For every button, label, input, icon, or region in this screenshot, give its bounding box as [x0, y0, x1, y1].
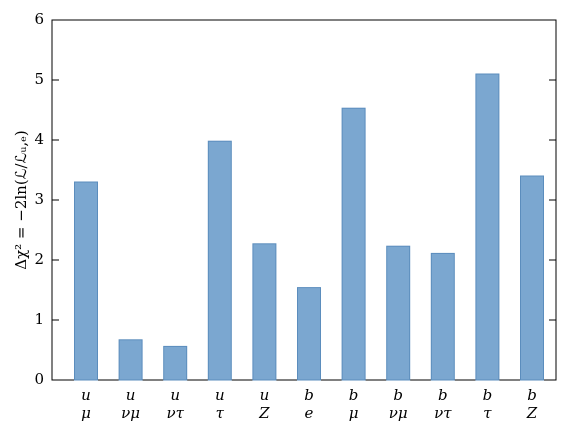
y-axis-label: Δχ² = −2ln(ℒ/ℒᵤ,ₑ): [12, 130, 30, 270]
bar: [520, 175, 544, 381]
bar: [207, 140, 232, 381]
x-tick-label-bottom: μ: [349, 404, 359, 422]
x-tick-label-bottom: Z: [258, 404, 270, 422]
bar: [341, 107, 366, 381]
x-tick-label-top: b: [304, 386, 314, 404]
bar: [74, 181, 98, 381]
x-tick-label-top: b: [393, 386, 403, 404]
y-tick-label: 5: [34, 70, 44, 88]
x-tick-label-top: u: [81, 386, 91, 404]
x-tick-label-bottom: νμ: [121, 404, 140, 422]
bar: [386, 245, 411, 381]
x-tick-label-top: b: [527, 386, 537, 404]
y-tick-label: 6: [34, 10, 44, 28]
x-tick-label-top: b: [349, 386, 359, 404]
bar: [430, 252, 455, 381]
y-tick-label: 1: [34, 310, 44, 328]
y-tick-label: 2: [34, 250, 44, 268]
x-tick-label-bottom: τ: [483, 404, 492, 422]
x-tick-label-top: b: [483, 386, 493, 404]
x-tick-label-top: u: [260, 386, 270, 404]
y-tick-label: 0: [34, 370, 44, 388]
x-tick-label-bottom: νμ: [389, 404, 408, 422]
bar: [163, 345, 188, 381]
x-tick-label-top: b: [438, 386, 448, 404]
y-tick-label: 4: [34, 130, 44, 148]
x-tick-label-bottom: e: [305, 404, 314, 422]
x-tick-label-bottom: Z: [526, 404, 538, 422]
y-tick-label: 3: [34, 190, 44, 208]
x-tick-label-bottom: ντ: [166, 404, 184, 422]
bar: [297, 287, 321, 381]
x-tick-label-bottom: ντ: [434, 404, 452, 422]
x-tick-label-top: u: [170, 386, 180, 404]
x-tick-label-top: u: [215, 386, 225, 404]
x-tick-label-bottom: τ: [216, 404, 225, 422]
x-tick-label-bottom: μ: [81, 404, 91, 422]
bar: [118, 339, 143, 381]
bar: [252, 243, 277, 381]
x-tick-label-top: u: [126, 386, 136, 404]
bar: [475, 73, 500, 381]
